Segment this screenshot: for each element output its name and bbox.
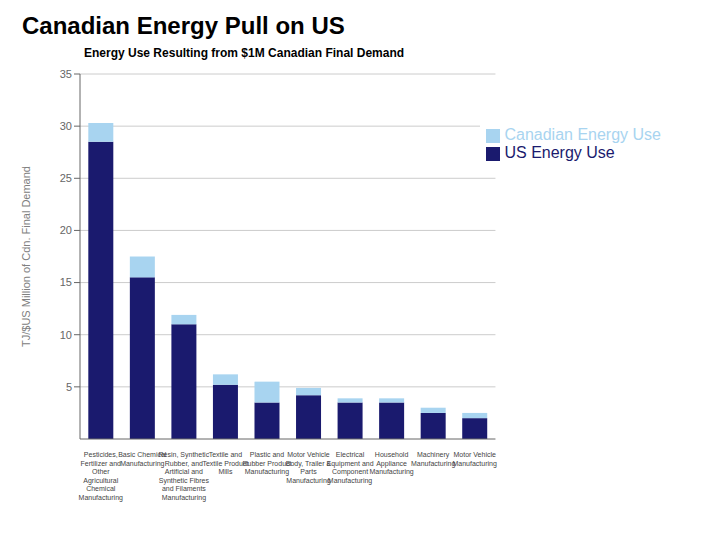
svg-text:HouseholdApplianceManufacturin: HouseholdApplianceManufacturing — [369, 451, 413, 476]
svg-text:15: 15 — [60, 276, 72, 288]
html-text:and Filaments: and Filaments — [161, 485, 206, 492]
svg-text:Pesticides,Fertilizer andOther: Pesticides,Fertilizer andOtherAgricultur… — [79, 451, 123, 502]
html-text:Basic Chemical: Basic Chemical — [118, 451, 167, 458]
svg-text:35: 35 — [60, 68, 72, 80]
svg-text:ElectricalEquipment andCompone: ElectricalEquipment andComponentManufact… — [326, 451, 373, 485]
html-text:Energy Use Resulting from $1M: Energy Use Resulting from $1M Canadian F… — [84, 46, 405, 60]
html-text:Synthetic Fibres: Synthetic Fibres — [158, 476, 209, 484]
svg-text:10: 10 — [60, 329, 72, 341]
svg-text:Motor VehicleManufacturing: Motor VehicleManufacturing — [453, 451, 497, 468]
html-text:Resin, Synthetic: Resin, Synthetic — [158, 451, 210, 458]
svg-text:5: 5 — [66, 381, 72, 393]
svg-text:TJ/$US Million of Cdn. Final D: TJ/$US Million of Cdn. Final Demand — [20, 166, 32, 347]
svg-text:20: 20 — [60, 224, 72, 236]
html-text:Manufacturing: Manufacturing — [120, 459, 165, 467]
html-text:Rubber, and: Rubber, and — [164, 459, 203, 467]
svg-text:MachineryManufacturing: MachineryManufacturing — [411, 451, 455, 468]
svg-text:Plastic andRubber ProductManuf: Plastic andRubber ProductManufacturing — [242, 451, 291, 476]
html-text:Mills: Mills — [218, 468, 233, 475]
svg-text:25: 25 — [60, 172, 72, 184]
svg-text:30: 30 — [60, 120, 72, 132]
html-text:Textile and: Textile and — [208, 451, 243, 458]
html-text:US Energy Use: US Energy Use — [504, 144, 615, 161]
svg-text:Motor VehicleBody, Trailer &Pa: Motor VehicleBody, Trailer &PartsManufac… — [286, 451, 332, 485]
html-text:Canadian Energy Use: Canadian Energy Use — [504, 126, 661, 143]
html-text:Textile Product: Textile Product — [202, 459, 249, 467]
html-text:Manufacturing: Manufacturing — [161, 493, 206, 501]
html-text:Artificial and: Artificial and — [164, 468, 203, 475]
html-text:Canadian Energy Pull on US: Canadian Energy Pull on US — [22, 12, 345, 39]
